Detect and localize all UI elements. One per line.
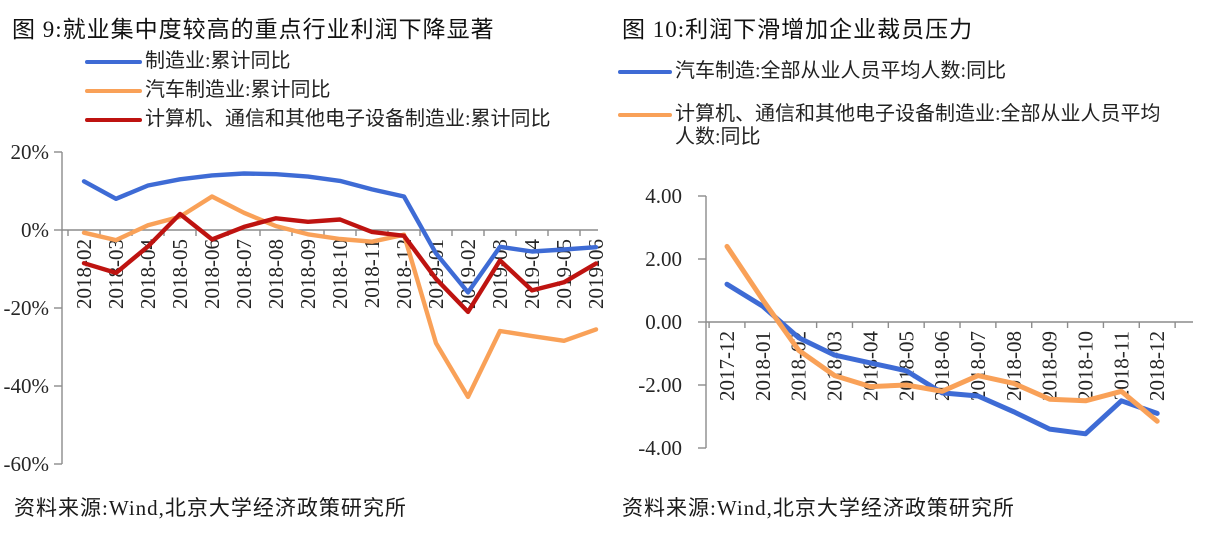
legend-item: 汽车制造:全部从业人员平均人数:同比 bbox=[618, 60, 1163, 83]
legend-line-swatch bbox=[618, 113, 672, 117]
legend-item-label: 汽车制造业:累计同比 bbox=[145, 79, 331, 101]
x-category-label: 2018-09 bbox=[296, 239, 320, 309]
figure-10-title: 图 10:利润下滑增加企业裁员压力 bbox=[622, 17, 974, 42]
x-category-label: 2018-06 bbox=[200, 239, 224, 309]
y-axis-tick-label: -2.00 bbox=[638, 373, 682, 397]
legend-line-swatch bbox=[618, 70, 672, 74]
x-category-label: 2018-09 bbox=[1038, 331, 1062, 401]
y-axis-tick-label: -60% bbox=[4, 452, 50, 476]
legend-line-swatch bbox=[85, 117, 142, 122]
figure-9-title: 图 9:就业集中度较高的重点行业利润下降显著 bbox=[12, 17, 495, 42]
legend-item: 汽车制造业:累计同比 bbox=[85, 76, 551, 105]
x-category-label: 2018-01 bbox=[751, 331, 775, 401]
figure-10-legend: 汽车制造:全部从业人员平均人数:同比 计算机、通信和其他电子设备制造业:全部从业… bbox=[618, 60, 1163, 149]
figure-9-source: 资料来源:Wind,北京大学经济政策研究所 bbox=[14, 496, 407, 520]
figure-10-source: 资料来源:Wind,北京大学经济政策研究所 bbox=[622, 496, 1015, 520]
x-category-label: 2018-05 bbox=[168, 239, 192, 309]
y-axis-tick-label: -4.00 bbox=[638, 436, 682, 460]
legend-item-label: 计算机、通信和其他电子设备制造业:累计同比 bbox=[145, 108, 551, 130]
legend-line-swatch bbox=[85, 88, 142, 93]
y-axis-tick-label: 0% bbox=[21, 218, 49, 242]
y-axis-tick-label: 2.00 bbox=[645, 247, 682, 271]
series-line bbox=[81, 171, 599, 295]
x-category-label: 2018-08 bbox=[1002, 331, 1026, 401]
line-chart-figure-10: 4.00 2.00 0.00 -2.00 -4.00 2017-12 2018-01 2018… bbox=[638, 184, 1193, 460]
y-axis-tick-label: -40% bbox=[4, 374, 50, 398]
series-line bbox=[81, 211, 599, 315]
y-axis-tick-label: -20% bbox=[4, 296, 50, 320]
y-axis-tick-label: 4.00 bbox=[645, 184, 682, 208]
x-category-label: 2018-10 bbox=[1074, 331, 1098, 401]
x-category-label: 2018-07 bbox=[966, 331, 990, 401]
x-category-label: 2018-12 bbox=[1145, 331, 1169, 401]
legend-item: 计算机、通信和其他电子设备制造业:累计同比 bbox=[85, 105, 551, 134]
legend-item: 计算机、通信和其他电子设备制造业:全部从业人员平均人数:同比 bbox=[618, 103, 1163, 149]
figure-9-legend: 制造业:累计同比 汽车制造业:累计同比 计算机、通信和其他电子设备制造业:累计同… bbox=[85, 47, 551, 134]
x-category-label: 2019-06 bbox=[584, 239, 608, 309]
figure-10-panel: 图 10:利润下滑增加企业裁员压力 汽车制造:全部从业人员平均人数:同比 计算机… bbox=[600, 0, 1209, 547]
x-category-label: 2018-08 bbox=[264, 239, 288, 309]
x-category-label: 2018-05 bbox=[894, 331, 918, 401]
y-axis-tick-label: 20% bbox=[11, 140, 50, 164]
series-line bbox=[724, 243, 1160, 424]
legend-item-label: 汽车制造:全部从业人员平均人数:同比 bbox=[675, 60, 1007, 82]
x-category-label: 2017-12 bbox=[715, 331, 739, 401]
x-category-label: 2018-10 bbox=[328, 239, 352, 309]
series-line bbox=[81, 194, 599, 400]
y-axis-tick-label: 0.00 bbox=[645, 310, 682, 334]
legend-item: 制造业:累计同比 bbox=[85, 47, 551, 76]
x-category-label: 2018-03 bbox=[823, 331, 847, 401]
legend-item-label: 计算机、通信和其他电子设备制造业:全部从业人员平均人数:同比 bbox=[675, 103, 1161, 148]
x-category-label: 2018-11 bbox=[1109, 331, 1133, 400]
legend-line-swatch bbox=[85, 59, 142, 64]
line-chart-figure-9: 20%0%-20%-40%-60%2018-02 2018-03 2018-04 20… bbox=[4, 140, 609, 476]
x-category-label: 2018-11 bbox=[360, 239, 384, 308]
x-category-label: 2018-02 bbox=[72, 239, 96, 309]
legend-item-label: 制造业:累计同比 bbox=[145, 50, 291, 72]
x-category-label: 2018-12 bbox=[392, 239, 416, 309]
x-category-label: 2018-07 bbox=[232, 239, 256, 309]
figure-9-panel: 图 9:就业集中度较高的重点行业利润下降显著 制造业:累计同比 汽车制造业:累计… bbox=[0, 0, 609, 547]
